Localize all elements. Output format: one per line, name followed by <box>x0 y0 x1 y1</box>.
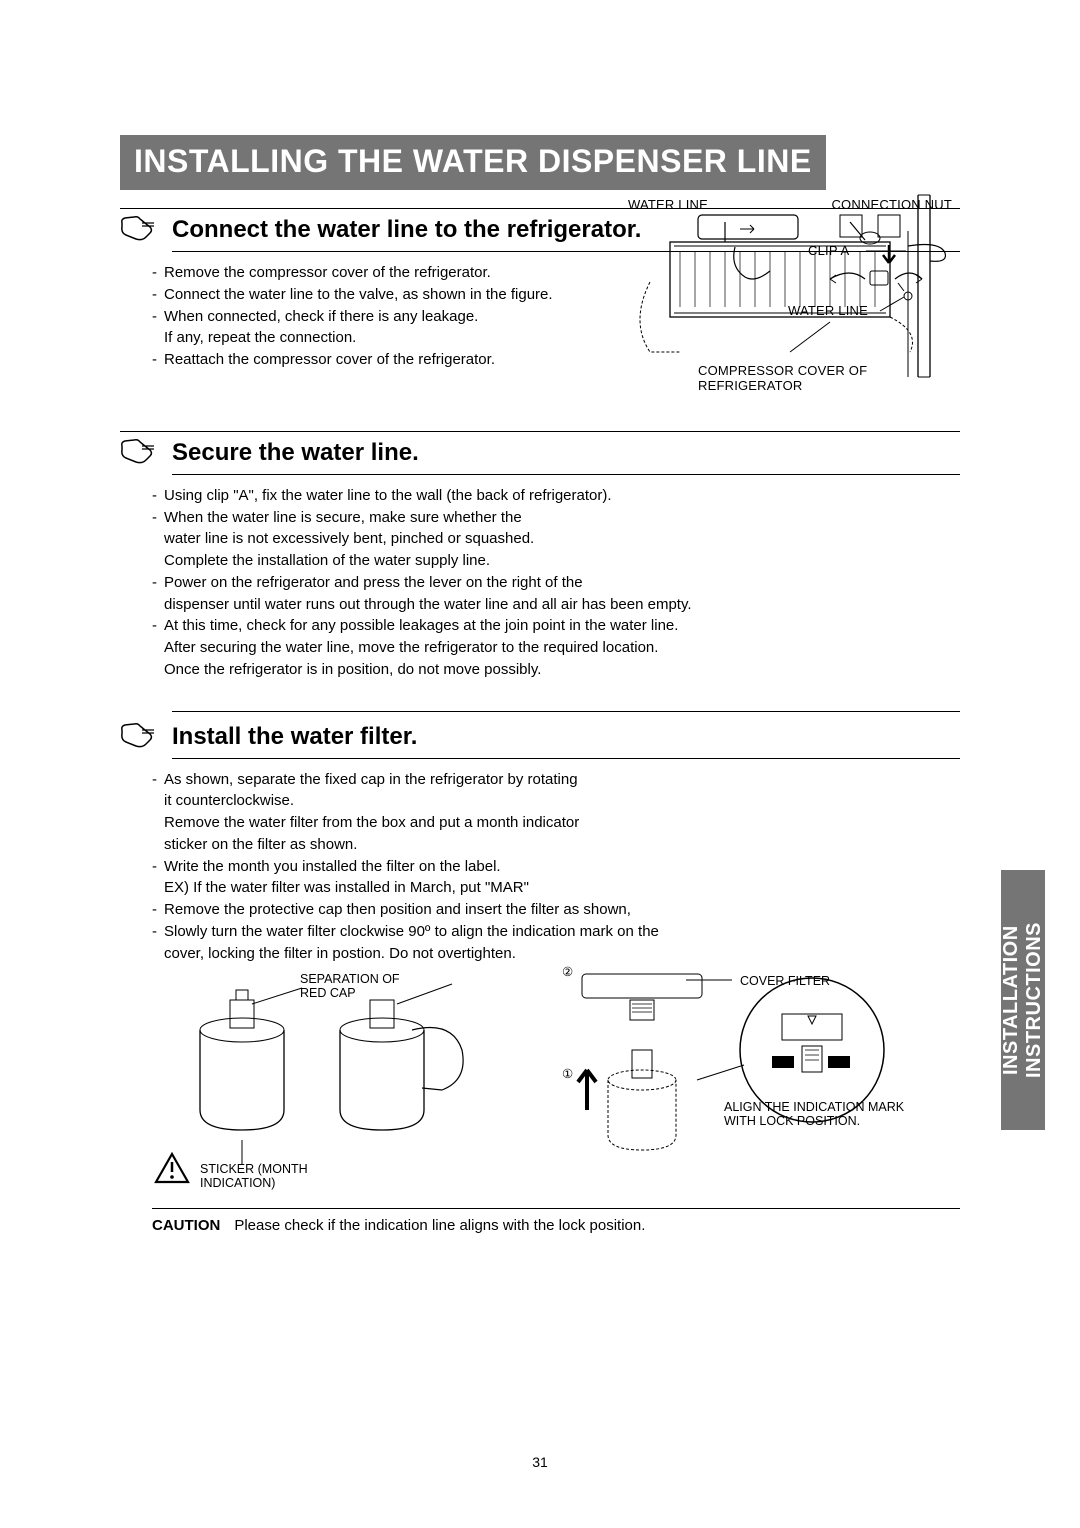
section-secure-water-line: Secure the water line. -Using clip "A", … <box>120 431 960 681</box>
section3-underline <box>172 758 960 759</box>
page-number: 31 <box>0 1454 1080 1470</box>
s2-b2b: water line is not excessively bent, pinc… <box>164 530 534 547</box>
section2-body: -Using clip "A", fix the water line to t… <box>152 485 832 681</box>
figure-filter-row: SEPARATION OF RED CAP STICKER (MONTH IND… <box>152 970 960 1200</box>
s1-b4: Reattach the compressor cover of the ref… <box>164 349 612 371</box>
section3-title: Install the water filter. <box>172 723 417 753</box>
mark1: ① <box>562 1066 573 1081</box>
hand-pointing-icon <box>120 720 160 756</box>
filter-canisters-diagram-icon <box>152 970 512 1180</box>
cap-remove-diagram-icon <box>690 207 930 297</box>
page-content: INSTALLING THE WATER DISPENSER LINE Conn… <box>120 135 960 1234</box>
figure-cap-remove <box>690 207 930 302</box>
s2-b2a: When the water line is secure, make sure… <box>164 509 522 526</box>
s2-b3b: dispenser until water runs out through t… <box>164 596 692 613</box>
s3-b4b: cover, locking the filter in postion. Do… <box>164 945 516 962</box>
s3-b3: Remove the protective cap then position … <box>164 899 762 921</box>
s3-b2b: EX) If the water filter was installed in… <box>164 879 529 896</box>
page-title-banner: INSTALLING THE WATER DISPENSER LINE <box>120 135 826 190</box>
s1-b3b: If any, repeat the connection. <box>164 329 356 346</box>
side-tab-installation-instructions: INSTALLATION INSTRUCTIONS <box>1001 870 1045 1130</box>
hand-pointing-icon <box>120 213 160 249</box>
lbl-sticker: STICKER (MONTH INDICATION) <box>200 1162 350 1190</box>
section3-header: Install the water filter. <box>120 716 960 756</box>
s1-b2: Connect the water line to the valve, as … <box>164 284 612 306</box>
s3-b1d: sticker on the filter as shown. <box>164 836 357 853</box>
lbl-cover-filter: COVER FILTER <box>740 974 830 988</box>
s2-b2c: Complete the installation of the water s… <box>164 552 490 569</box>
page-title-text: INSTALLING THE WATER DISPENSER LINE <box>134 143 812 179</box>
section3-body: - As shown, separate the fixed cap in th… <box>152 769 762 965</box>
s3-b4a: Slowly turn the water filter clockwise 9… <box>164 923 659 940</box>
caution-text: Please check if the indication line alig… <box>234 1217 645 1234</box>
caution-row: CAUTION Please check if the indication l… <box>152 1208 960 1234</box>
section-install-water-filter: Install the water filter. - As shown, se… <box>120 711 960 1235</box>
s3-b1a: As shown, separate the fixed cap in the … <box>164 771 578 788</box>
s2-b4c: Once the refrigerator is in position, do… <box>164 661 541 678</box>
s2-b3a: Power on the refrigerator and press the … <box>164 574 583 591</box>
filter-insert-diagram-icon <box>532 960 932 1170</box>
lbl-separation: SEPARATION OF RED CAP <box>300 972 400 1000</box>
section2-underline <box>172 474 960 475</box>
lbl-align: ALIGN THE INDICATION MARK WITH LOCK POSI… <box>724 1100 934 1128</box>
s2-b1: Using clip "A", fix the water line to th… <box>164 485 832 507</box>
section1-title: Connect the water line to the refrigerat… <box>172 216 641 246</box>
section2-title: Secure the water line. <box>172 439 419 469</box>
hand-pointing-icon <box>120 436 160 472</box>
section2-header: Secure the water line. <box>120 431 960 472</box>
lbl-water-line-2: WATER LINE <box>788 303 868 318</box>
caution-label: CAUTION <box>152 1217 220 1234</box>
caution-triangle-icon <box>154 1152 190 1186</box>
s3-b2a: Write the month you installed the filter… <box>164 858 501 875</box>
s3-b1b: it counterclockwise. <box>164 792 294 809</box>
section1-body: -Remove the compressor cover of the refr… <box>152 262 612 371</box>
s1-b1: Remove the compressor cover of the refri… <box>164 262 612 284</box>
s3-b1c: Remove the water filter from the box and… <box>164 814 579 831</box>
mark2: ② <box>562 964 573 979</box>
s2-b4b: After securing the water line, move the … <box>164 639 658 656</box>
s2-b4a: At this time, check for any possible lea… <box>164 617 678 634</box>
s1-b3a: When connected, check if there is any le… <box>164 308 478 325</box>
